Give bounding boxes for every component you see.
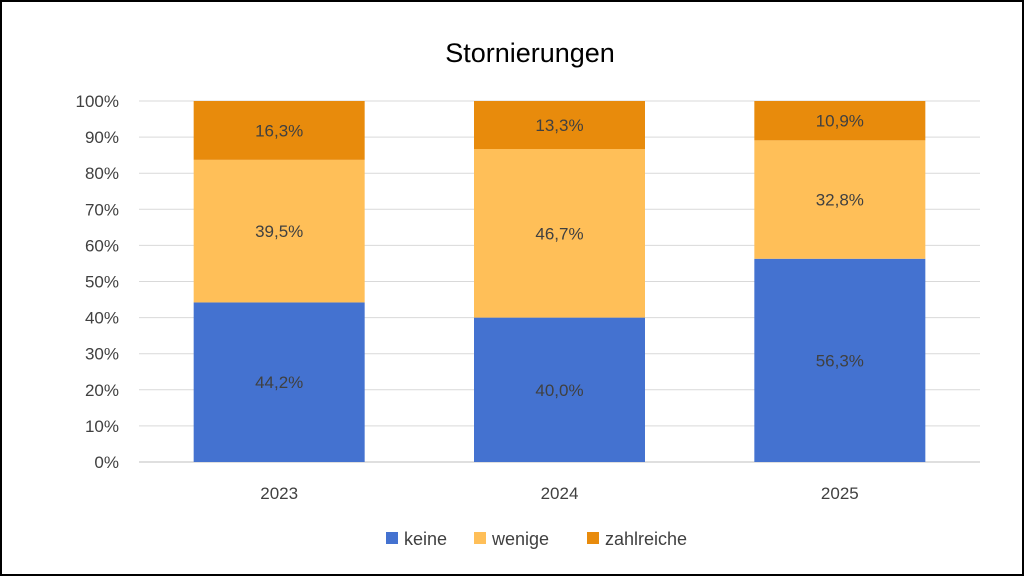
bar-segment-keine: [754, 258, 926, 462]
bar-segment-keine: [193, 302, 365, 462]
data-label: 44,2%: [255, 373, 303, 392]
y-tick-label: 0%: [94, 453, 119, 472]
data-label: 16,3%: [255, 121, 303, 140]
legend-swatch-zahlreiche: [587, 532, 599, 544]
legend-swatch-wenige: [474, 532, 486, 544]
bar-segment-keine: [474, 317, 645, 462]
y-tick-label: 40%: [85, 309, 119, 328]
y-tick-label: 80%: [85, 164, 119, 183]
bar-segment-zahlreiche: [193, 101, 365, 160]
x-tick-label: 2024: [541, 484, 579, 503]
data-label: 39,5%: [255, 222, 303, 241]
data-label: 56,3%: [816, 351, 864, 370]
data-label: 40,0%: [535, 381, 583, 400]
bar-segment-wenige: [474, 149, 645, 318]
bar-segment-wenige: [193, 159, 365, 303]
data-label: 46,7%: [535, 224, 583, 243]
legend-label: zahlreiche: [605, 529, 687, 549]
bar-segment-zahlreiche: [754, 101, 926, 141]
y-tick-label: 10%: [85, 417, 119, 436]
y-tick-label: 50%: [85, 273, 119, 292]
y-tick-label: 30%: [85, 345, 119, 364]
legend-label: wenige: [491, 529, 549, 549]
data-label: 13,3%: [535, 116, 583, 135]
y-tick-label: 90%: [85, 128, 119, 147]
bar-segment-wenige: [754, 140, 926, 259]
y-tick-label: 20%: [85, 381, 119, 400]
bar-segment-zahlreiche: [474, 101, 645, 150]
legend-swatch-keine: [386, 532, 398, 544]
x-tick-label: 2023: [260, 484, 298, 503]
data-label: 32,8%: [816, 191, 864, 210]
x-tick-label: 2025: [821, 484, 859, 503]
chart-title: Stornierungen: [445, 38, 615, 68]
legend-label: keine: [404, 529, 447, 549]
data-label: 10,9%: [816, 112, 864, 131]
y-tick-label: 60%: [85, 236, 119, 255]
y-tick-label: 100%: [76, 92, 119, 111]
y-tick-label: 70%: [85, 200, 119, 219]
